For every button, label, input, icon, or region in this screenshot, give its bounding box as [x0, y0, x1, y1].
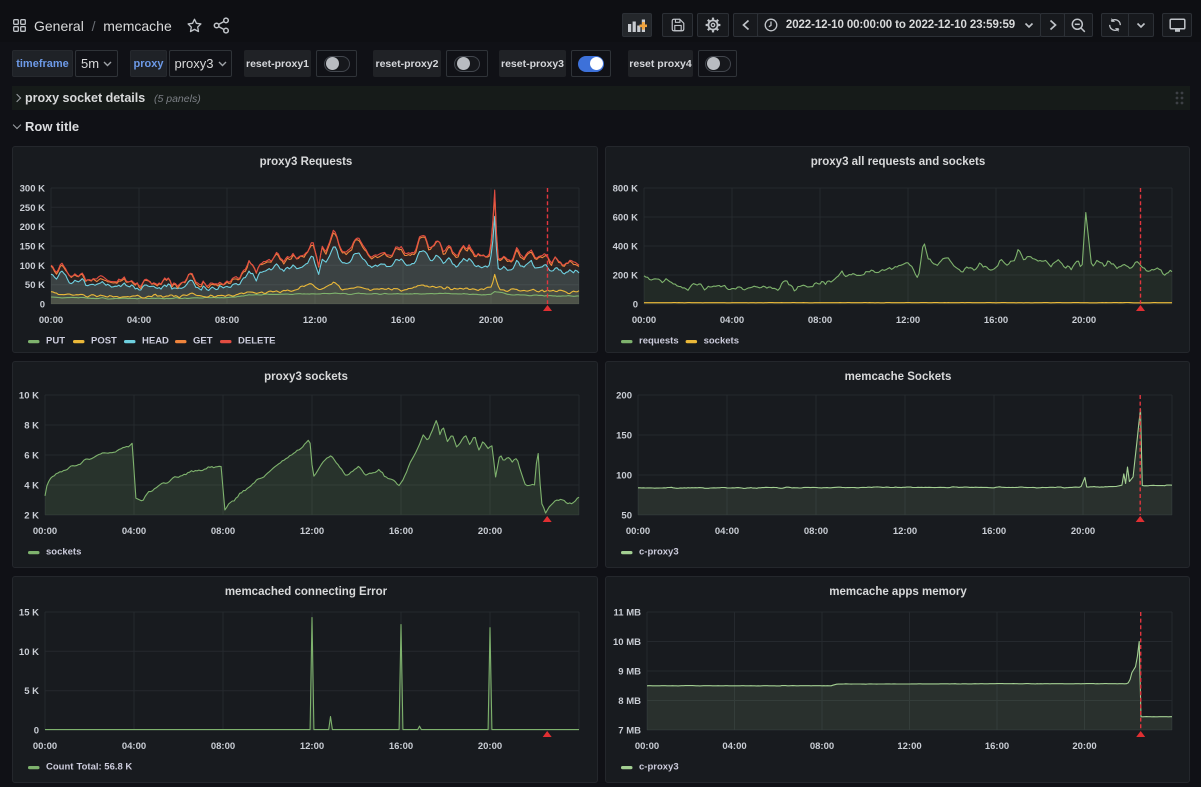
svg-text:5 K: 5 K — [24, 686, 39, 697]
svg-text:memcached connecting Error: memcached connecting Error — [225, 586, 388, 598]
svg-text:20:00: 20:00 — [479, 315, 503, 326]
svg-text:DELETE: DELETE — [238, 336, 275, 347]
svg-text:16:00: 16:00 — [391, 315, 415, 326]
svg-text:08:00: 08:00 — [810, 741, 834, 752]
svg-text:10 K: 10 K — [19, 391, 39, 402]
svg-text:Count: Count — [46, 762, 74, 773]
svg-text:11 MB: 11 MB — [614, 608, 642, 619]
svg-text:8 K: 8 K — [24, 421, 39, 432]
svg-text:04:00: 04:00 — [127, 315, 151, 326]
svg-text:04:00: 04:00 — [122, 526, 146, 537]
svg-text:16:00: 16:00 — [984, 315, 1008, 326]
svg-text:12:00: 12:00 — [303, 315, 327, 326]
svg-text:20:00: 20:00 — [1071, 526, 1095, 537]
svg-text:08:00: 08:00 — [804, 526, 828, 537]
svg-text:2 K: 2 K — [24, 511, 39, 522]
svg-text:800 K: 800 K — [613, 184, 638, 195]
svg-text:50: 50 — [621, 511, 632, 522]
svg-text:08:00: 08:00 — [808, 315, 832, 326]
svg-text:400 K: 400 K — [613, 242, 638, 253]
svg-text:04:00: 04:00 — [715, 526, 739, 537]
svg-text:9 MB: 9 MB — [618, 667, 641, 678]
svg-text:200 K: 200 K — [613, 271, 638, 282]
svg-text:proxy3 sockets: proxy3 sockets — [264, 371, 348, 383]
svg-text:c-proxy3: c-proxy3 — [639, 547, 679, 558]
svg-text:08:00: 08:00 — [211, 741, 235, 752]
svg-text:00:00: 00:00 — [626, 526, 650, 537]
svg-text:8 MB: 8 MB — [618, 696, 641, 707]
svg-text:c-proxy3: c-proxy3 — [639, 762, 679, 773]
svg-text:12:00: 12:00 — [896, 315, 920, 326]
svg-text:16:00: 16:00 — [389, 741, 413, 752]
svg-text:00:00: 00:00 — [632, 315, 656, 326]
svg-text:Total: 56.8 K: Total: 56.8 K — [77, 762, 133, 773]
svg-text:100: 100 — [616, 471, 632, 482]
svg-text:600 K: 600 K — [613, 213, 638, 224]
svg-text:requests: requests — [639, 336, 679, 347]
svg-text:08:00: 08:00 — [211, 526, 235, 537]
svg-text:04:00: 04:00 — [720, 315, 744, 326]
svg-text:20:00: 20:00 — [478, 526, 502, 537]
svg-text:10 MB: 10 MB — [613, 637, 641, 648]
svg-text:250 K: 250 K — [20, 203, 45, 214]
svg-text:HEAD: HEAD — [142, 336, 169, 347]
svg-text:memcache apps memory: memcache apps memory — [829, 586, 967, 598]
svg-text:200: 200 — [616, 391, 632, 402]
svg-text:50 K: 50 K — [25, 280, 45, 291]
svg-text:08:00: 08:00 — [215, 315, 239, 326]
svg-text:GET: GET — [193, 336, 213, 347]
svg-text:sockets: sockets — [46, 547, 81, 558]
svg-text:6 K: 6 K — [24, 451, 39, 462]
svg-text:16:00: 16:00 — [985, 741, 1009, 752]
svg-text:0: 0 — [34, 726, 39, 737]
svg-text:00:00: 00:00 — [39, 315, 63, 326]
svg-text:100 K: 100 K — [20, 261, 45, 272]
svg-text:12:00: 12:00 — [893, 526, 917, 537]
svg-text:00:00: 00:00 — [33, 741, 57, 752]
svg-text:150: 150 — [616, 431, 632, 442]
svg-text:300 K: 300 K — [20, 184, 45, 195]
svg-text:12:00: 12:00 — [897, 741, 921, 752]
svg-text:16:00: 16:00 — [982, 526, 1006, 537]
svg-text:12:00: 12:00 — [300, 526, 324, 537]
svg-text:20:00: 20:00 — [478, 741, 502, 752]
svg-text:20:00: 20:00 — [1072, 741, 1096, 752]
svg-text:7 MB: 7 MB — [618, 726, 641, 737]
svg-text:POST: POST — [91, 336, 117, 347]
svg-text:proxy3 Requests: proxy3 Requests — [260, 156, 353, 168]
svg-text:0: 0 — [633, 300, 638, 311]
svg-text:PUT: PUT — [46, 336, 65, 347]
svg-text:4 K: 4 K — [24, 481, 39, 492]
svg-text:10 K: 10 K — [19, 647, 39, 658]
svg-text:150 K: 150 K — [20, 242, 45, 253]
svg-text:200 K: 200 K — [20, 222, 45, 233]
svg-text:0: 0 — [40, 300, 45, 311]
svg-text:proxy3 all requests and socket: proxy3 all requests and sockets — [811, 156, 986, 168]
svg-text:15 K: 15 K — [19, 608, 39, 619]
svg-text:16:00: 16:00 — [389, 526, 413, 537]
svg-text:04:00: 04:00 — [122, 741, 146, 752]
svg-text:memcache Sockets: memcache Sockets — [845, 371, 952, 383]
svg-text:20:00: 20:00 — [1072, 315, 1096, 326]
svg-text:00:00: 00:00 — [33, 526, 57, 537]
svg-text:04:00: 04:00 — [722, 741, 746, 752]
svg-text:12:00: 12:00 — [300, 741, 324, 752]
svg-text:sockets: sockets — [704, 336, 739, 347]
svg-text:00:00: 00:00 — [635, 741, 659, 752]
